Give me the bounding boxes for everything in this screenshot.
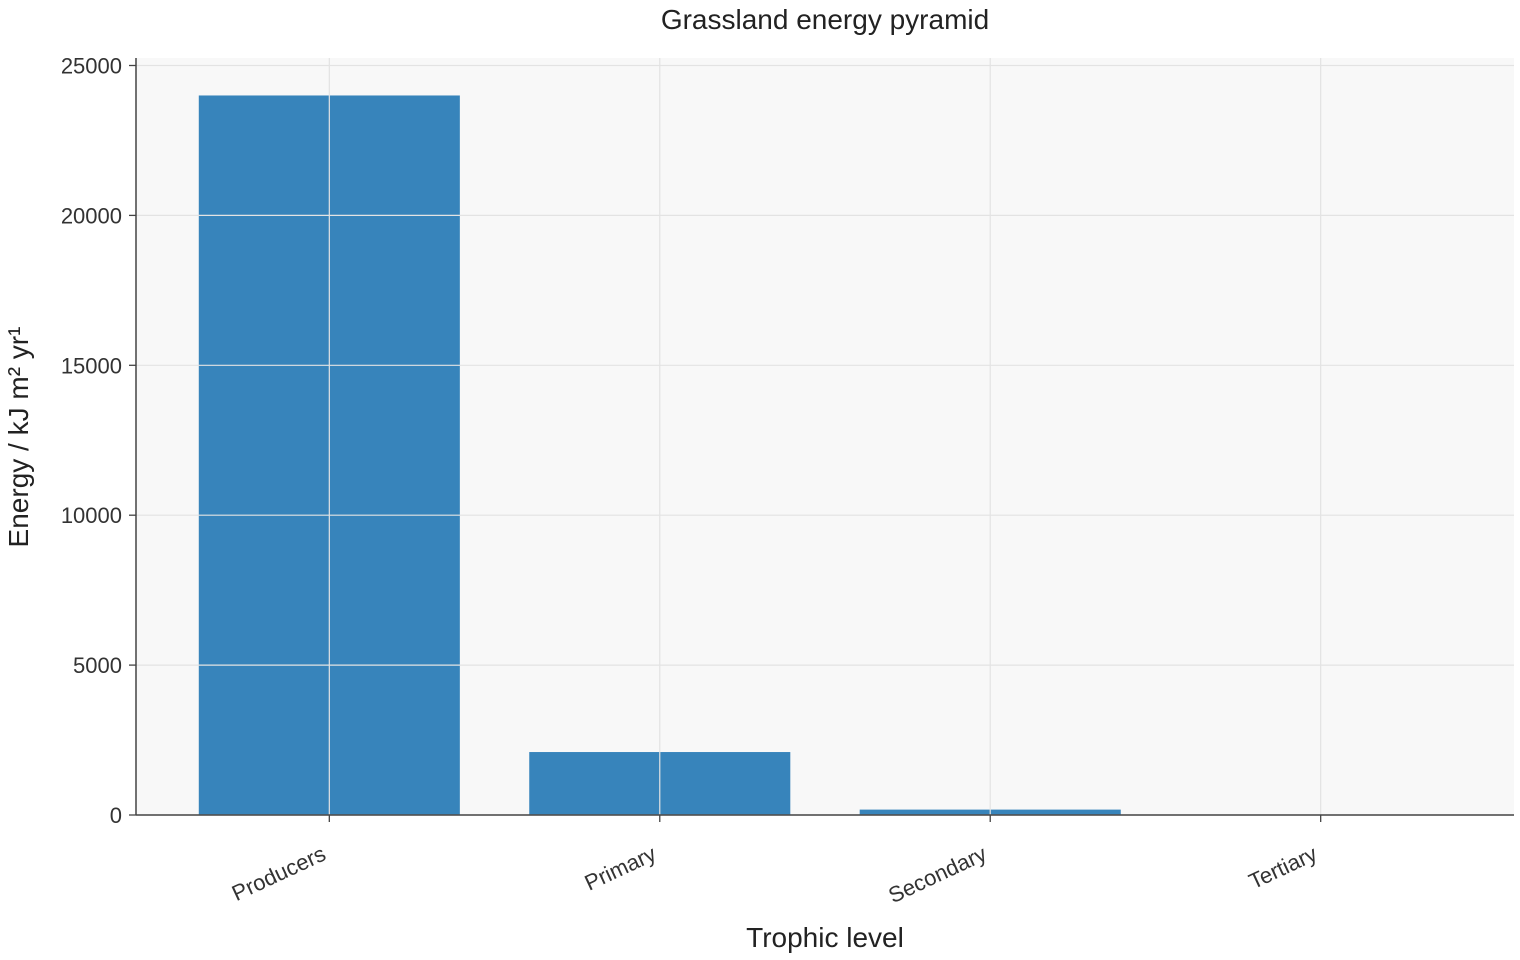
axes bbox=[135, 58, 1514, 816]
y-tick-label-4: 20000 bbox=[61, 203, 122, 228]
chart-title: Grassland energy pyramid bbox=[661, 4, 989, 35]
y-tick-label-0: 0 bbox=[110, 803, 122, 828]
y-tick-label-2: 10000 bbox=[61, 503, 122, 528]
y-tick-label-1: 5000 bbox=[73, 653, 122, 678]
y-tick-label-5: 25000 bbox=[61, 53, 122, 78]
y-tick-label-3: 15000 bbox=[61, 353, 122, 378]
x-axis-label: Trophic level bbox=[746, 922, 904, 953]
y-axis-label: Energy / kJ m² yr¹ bbox=[3, 327, 34, 548]
